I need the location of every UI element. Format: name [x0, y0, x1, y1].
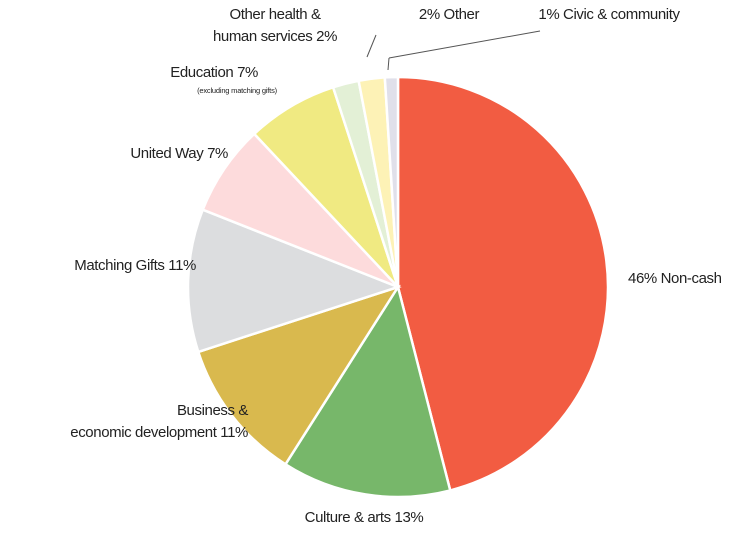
annotation: (excluding matching gifts) — [197, 86, 278, 95]
slice-label: Business & — [177, 402, 248, 419]
slice-label: human services 2% — [213, 28, 337, 45]
slice-label: Culture & arts 13% — [305, 509, 424, 526]
slice — [196, 284, 401, 467]
slice-label: United Way 7% — [130, 145, 228, 162]
leader-line — [366, 34, 377, 58]
slice-label: 46% Non-cash — [628, 270, 722, 287]
leader-line — [387, 57, 390, 71]
slice-label: 2% Other — [419, 6, 480, 23]
slice-label: 1% Civic & community — [538, 6, 680, 23]
leader-line — [388, 30, 541, 59]
pie — [186, 75, 610, 499]
slice — [186, 208, 402, 354]
slice-label: Other health & — [229, 6, 321, 23]
slice — [396, 75, 610, 492]
slice-label: Education 7% — [170, 64, 258, 81]
slice-label: economic development 11% — [70, 424, 248, 441]
slice — [383, 75, 400, 288]
slice-label: Matching Gifts 11% — [74, 257, 196, 274]
slice — [283, 283, 452, 499]
